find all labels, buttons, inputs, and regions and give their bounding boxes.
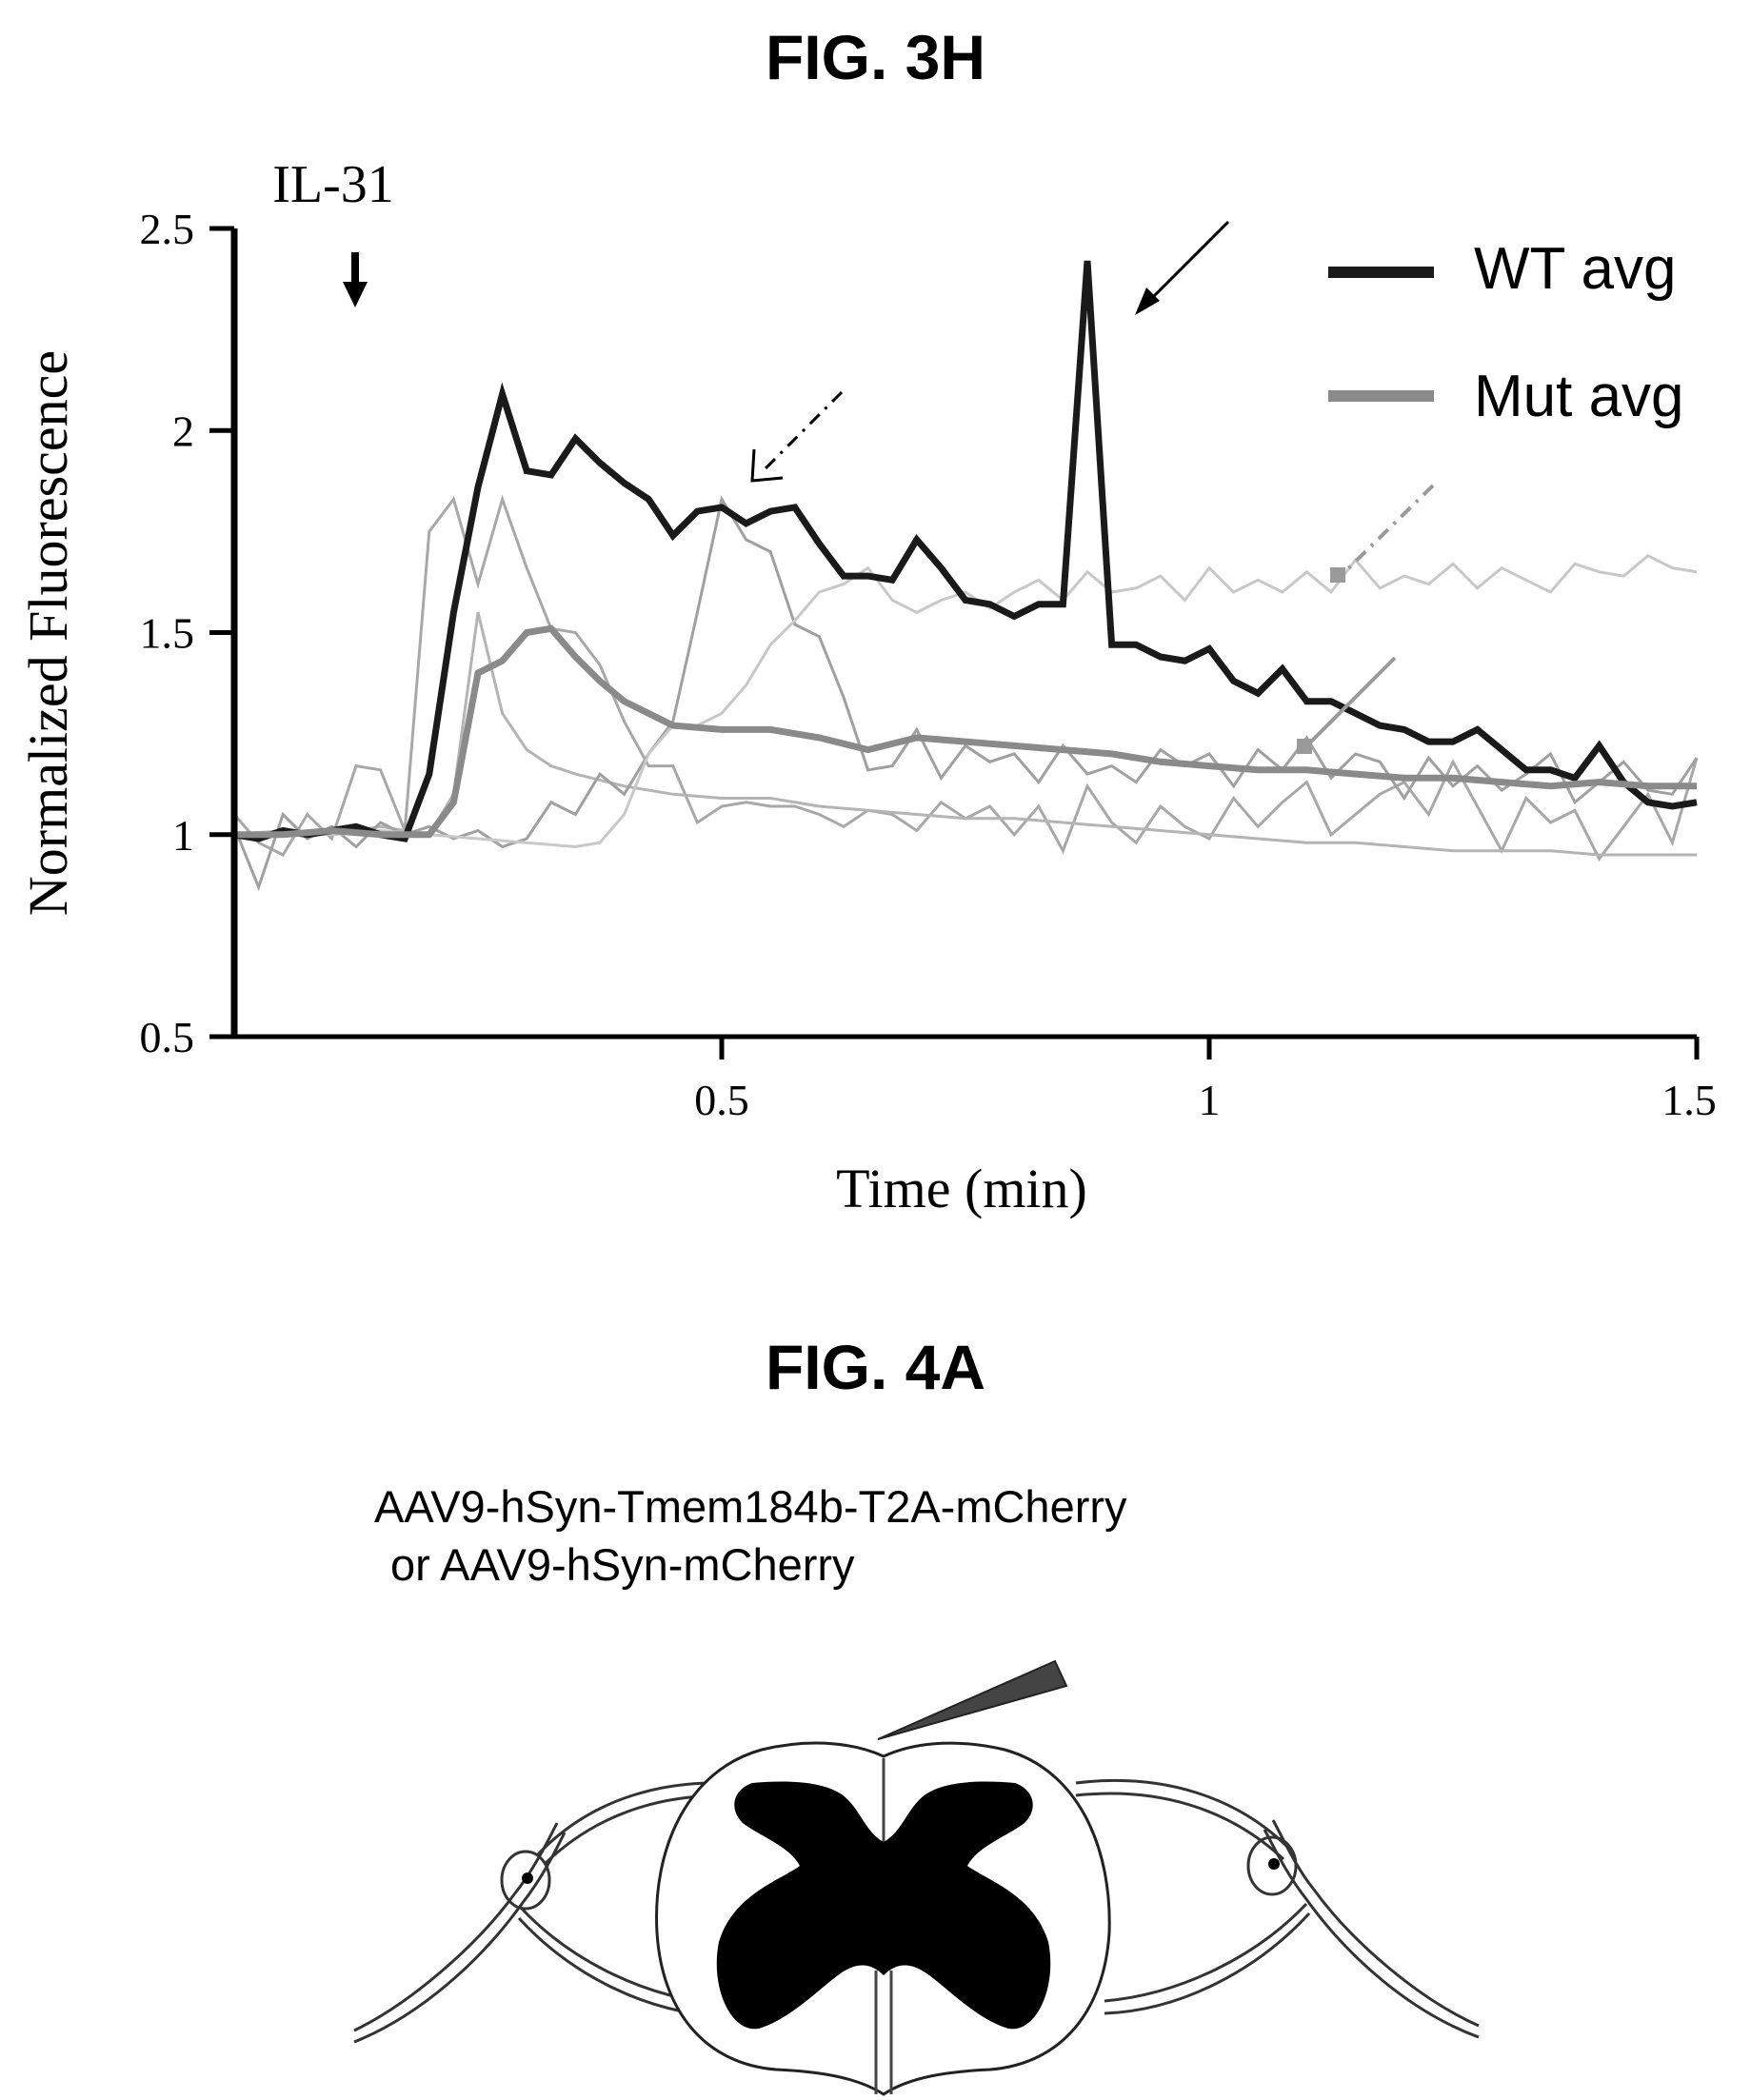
fluorescence-chart: 0.5 1 1.5 2 2.5 0.5 1 1.5 Normalized Fluorescen… (17, 155, 1717, 1219)
annotation-arrows (750, 220, 1435, 754)
axis-ticks: 0.5 1 1.5 2 2.5 0.5 1 1.5 (140, 205, 1717, 1124)
y-tick-label: 1 (172, 811, 194, 860)
x-tick-label: 1.5 (1661, 1076, 1717, 1124)
trace-line-4 (232, 495, 1699, 892)
stimulus-label: IL-31 (272, 155, 394, 214)
trace-line-3 (233, 611, 1697, 857)
y-tick-label: 0.5 (140, 1013, 195, 1061)
injection-caption-line1: AAV9-hSyn-Tmem184b-T2A-mCherry (374, 1481, 1127, 1532)
ventral-median-fissure (874, 1971, 893, 2094)
y-tick-label: 2.5 (140, 205, 195, 253)
plot-lines (232, 260, 1699, 892)
ganglion-dot-right (1268, 1858, 1280, 1870)
trace-line-5 (233, 554, 1698, 849)
y-axis-label: Normalized Fluorescence (17, 350, 79, 916)
legend-label-mut: Mut avg (1474, 364, 1684, 429)
gray-matter-butterfly (716, 1781, 1051, 2030)
figure-3h-title: FIG. 3H (765, 22, 986, 92)
y-tick-label: 2 (172, 406, 194, 455)
solid-arrow-icon (1135, 220, 1230, 315)
x-axis-label: Time (min) (836, 1158, 1087, 1219)
x-tick-label: 1 (1199, 1076, 1221, 1124)
y-tick-label: 1.5 (140, 609, 195, 658)
x-tick-label: 0.5 (694, 1076, 749, 1124)
nerve-root-right (1075, 1779, 1480, 2039)
ganglion-dot-left (522, 1872, 533, 1884)
dashed-arrow-icon (750, 390, 844, 483)
injection-needle-icon (877, 1659, 1068, 1740)
series-line-wt-avg (233, 260, 1698, 842)
solid-grey-arrow-icon (1297, 656, 1397, 754)
nerve-root-left (353, 1781, 753, 2044)
figure-4a-title: FIG. 4A (765, 1332, 986, 1402)
injection-caption-line2: or AAV9-hSyn-mCherry (390, 1539, 855, 1590)
legend: WT avg Mut avg (1328, 236, 1684, 429)
stimulus-arrow-icon (343, 252, 368, 307)
spinal-cord-outline (655, 1741, 1111, 2096)
series-line-mut-avg (234, 624, 1697, 839)
dash-dot-grey-arrow-icon (1330, 484, 1435, 583)
legend-label-wt: WT avg (1474, 236, 1676, 302)
